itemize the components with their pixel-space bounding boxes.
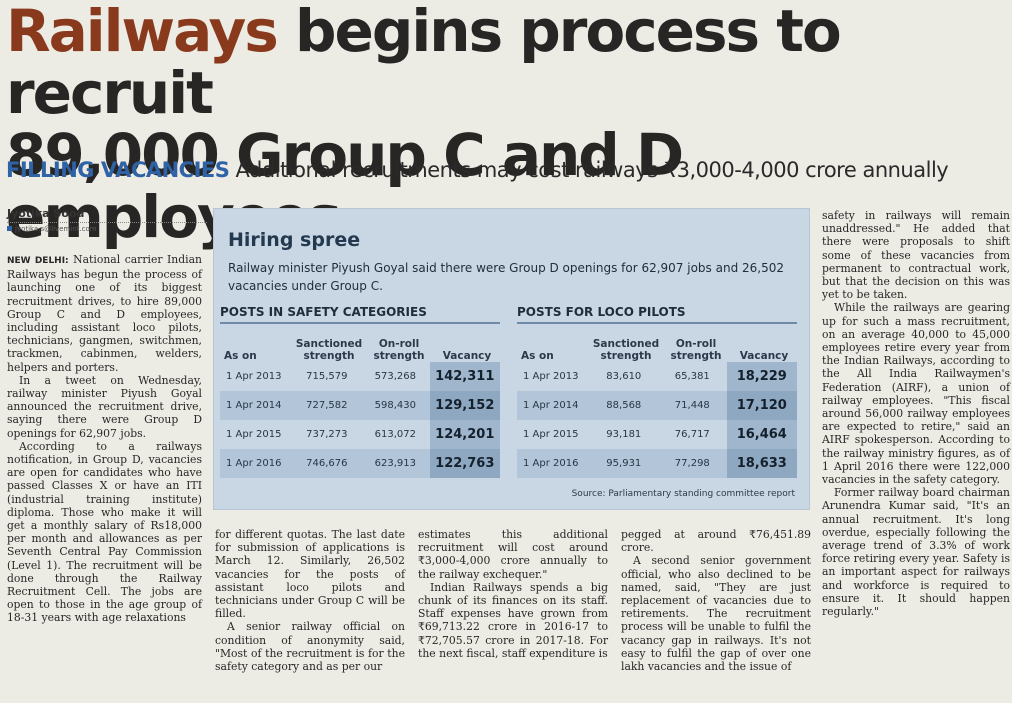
column-1-paragraph-3: According to a railways notification, in… [7,439,202,625]
subheadline: FILLING VACANCIES Additional recruitment… [6,158,949,182]
infobox-source: Source: Parliamentary standing committee… [571,489,795,499]
headline-line-1-rest: begins process to recruit [6,0,842,127]
byline: Jyotika Sood jyotika.s@livemint.com [7,207,207,233]
author-email-text: jyotika.s@livemint.com [15,225,97,233]
row-vacancy: 18,229 [726,362,797,391]
column-1-paragraph-2: In a tweet on Wednesday, railway ministe… [7,373,202,440]
kicker: FILLING VACANCIES [6,158,230,182]
headline: Railways begins process to recruit 89,00… [6,0,1006,248]
headline-accent: Railways [6,0,279,65]
row-onroll: 77,298 [674,458,710,469]
headline-line-1: Railways begins process to recruit [6,0,1006,124]
column-4-paragraph-2: A second senior government official, who… [621,554,811,674]
row-vacancy: 122,763 [429,449,500,478]
header-sanctioned: Sanctioned strength [592,338,660,362]
row-date: 1 Apr 2014 [523,400,579,411]
table-row: 1 Apr 2013 715,579 573,268 142,311 [220,362,500,391]
infobox-intro: Railway minister Piyush Goyal said there… [228,261,784,293]
table-row: 1 Apr 2013 83,610 65,381 18,229 [517,362,797,391]
row-date: 1 Apr 2016 [226,458,282,469]
row-sanctioned: 727,582 [306,400,348,411]
header-onroll: On-roll strength [670,338,722,362]
article-column-5: safety in railways will remain unaddress… [822,209,1010,618]
row-vacancy: 16,464 [726,420,797,449]
column-2-paragraph-1: for different quotas. The last date for … [215,528,405,621]
loco-table-header: As on Sanctioned strength On-roll streng… [517,324,797,362]
row-vacancy: 142,311 [429,362,500,391]
row-sanctioned: 83,610 [606,371,642,382]
article-column-4: pegged at around ₹76,451.89 crore. A sec… [621,528,811,673]
table-row: 1 Apr 2016 746,676 623,913 122,763 [220,449,500,478]
table-row: 1 Apr 2014 727,582 598,430 129,152 [220,391,500,420]
column-4-paragraph-1: pegged at around ₹76,451.89 crore. [621,528,811,555]
author-name: Jyotika Sood [7,207,85,220]
article-column-3: estimates this additional recruitment wi… [418,528,608,660]
table-row: 1 Apr 2014 88,568 71,448 17,120 [517,391,797,420]
header-onroll: On-roll strength [373,338,425,362]
infobox-title: Hiring spree [228,229,361,251]
deck-text: Additional recruitments may cost railway… [229,158,949,182]
row-sanctioned: 88,568 [606,400,642,411]
headline-line-2: 89,000 Group C and D employees [6,121,684,251]
row-date: 1 Apr 2014 [226,400,282,411]
author-email: jyotika.s@livemint.com [7,225,207,233]
row-onroll: 613,072 [374,429,416,440]
row-vacancy: 124,201 [429,420,500,449]
row-onroll: 65,381 [674,371,710,382]
row-onroll: 573,268 [374,371,416,382]
column-5-paragraph-3: Former railway board chairman Arunendra … [822,486,1010,619]
byline-divider [7,222,207,223]
table-row: 1 Apr 2015 93,181 76,717 16,464 [517,420,797,449]
article-column-2: for different quotas. The last date for … [215,528,405,673]
table-row: 1 Apr 2015 737,273 613,072 124,201 [220,420,500,449]
row-onroll: 76,717 [674,429,710,440]
row-date: 1 Apr 2016 [523,458,579,469]
header-as-on: As on [521,350,554,362]
column-5-paragraph-1: safety in railways will remain unaddress… [822,209,1010,302]
dateline: NEW DELHI: [7,256,69,266]
article-column-1: NEW DELHI: National carrier Indian Railw… [7,253,202,625]
header-sanctioned: Sanctioned strength [295,338,363,362]
row-date: 1 Apr 2015 [523,429,579,440]
row-date: 1 Apr 2013 [523,371,579,382]
loco-table-heading: POSTS FOR LOCO PILOTS [517,305,797,324]
column-3-paragraph-2: Indian Railways spends a big chunk of it… [418,580,608,660]
row-sanctioned: 746,676 [306,458,348,469]
row-onroll: 623,913 [374,458,416,469]
row-onroll: 598,430 [374,400,416,411]
row-date: 1 Apr 2013 [226,371,282,382]
row-sanctioned: 93,181 [606,429,642,440]
row-date: 1 Apr 2015 [226,429,282,440]
row-onroll: 71,448 [674,400,710,411]
header-as-on: As on [224,350,257,362]
table-row: 1 Apr 2016 95,931 77,298 18,633 [517,449,797,478]
column-1-paragraph-1: National carrier Indian Railways has beg… [7,253,202,374]
column-5-paragraph-2: While the railways are gearing up for su… [822,301,1010,487]
column-2-paragraph-2: A senior railway official on condition o… [215,620,405,674]
column-3-paragraph-1: estimates this additional recruitment wi… [418,528,608,581]
hiring-spree-infobox: Hiring spree Railway minister Piyush Goy… [213,208,810,510]
row-sanctioned: 95,931 [606,458,642,469]
loco-pilot-table: POSTS FOR LOCO PILOTS As on Sanctioned s… [517,305,797,478]
row-sanctioned: 737,273 [306,429,348,440]
safety-table-header: As on Sanctioned strength On-roll streng… [220,324,500,362]
bullet-icon [7,226,12,231]
row-vacancy: 17,120 [726,391,797,420]
row-sanctioned: 715,579 [306,371,348,382]
safety-table-heading: POSTS IN SAFETY CATEGORIES [220,305,500,324]
header-vacancy: Vacancy [739,350,789,362]
safety-table: POSTS IN SAFETY CATEGORIES As on Sanctio… [220,305,500,478]
row-vacancy: 18,633 [726,449,797,478]
row-vacancy: 129,152 [429,391,500,420]
header-vacancy: Vacancy [442,350,492,362]
